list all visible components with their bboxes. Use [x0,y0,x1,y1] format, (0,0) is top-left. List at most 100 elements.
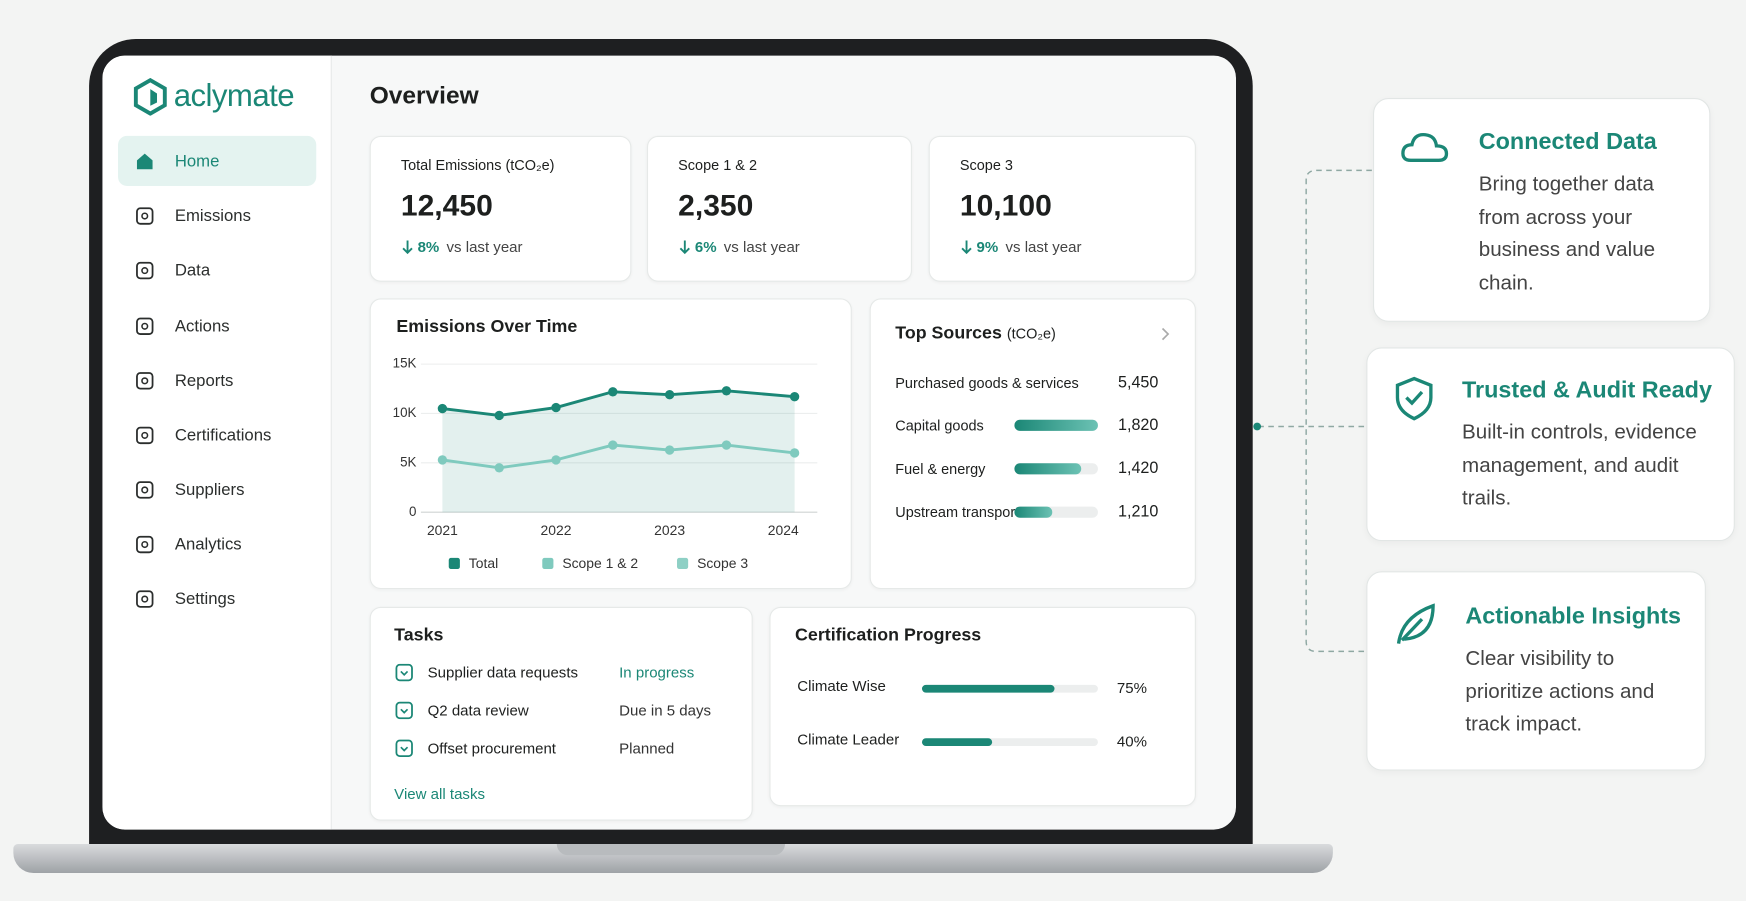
source-name: Upstream transport [895,503,1020,521]
down-arrow [679,240,690,255]
tasks-title: Tasks [394,625,444,645]
feature-text: Built-in controls, evidence management, … [1462,419,1697,509]
nav-item[interactable]: Settings [174,589,236,609]
task-status: In progress [619,664,695,681]
point [437,403,448,414]
point [789,392,800,402]
page-title: Overview [369,81,479,110]
feature-title: Connected Data [1478,129,1657,155]
x-tick-label: 2022 [541,522,572,538]
source-value: 5,450 [1117,374,1159,392]
certification-card [769,606,1196,807]
nav-icon [136,207,154,225]
kpi-card [928,135,1196,282]
top-sources-title: Top Sources (tCO₂e) [895,324,1056,344]
feature-text: Clear visibility to prioritize actions a… [1465,645,1655,735]
task-name: Q2 data review [427,702,529,719]
point [494,410,504,421]
point [608,387,618,397]
bar-fill [1014,419,1098,431]
feature-icon [1401,132,1449,163]
point [789,448,800,458]
legend-label: Scope 1 & 2 [562,555,638,571]
point [551,455,561,465]
x-tick-label: 2023 [654,522,685,538]
brand-name: aclymate [173,77,295,113]
nav-icon [136,153,153,170]
source-name: Capital goods [895,417,984,434]
nav-icon [136,372,154,390]
point [664,390,675,400]
kpi-card [646,135,912,282]
kpi-change-text: vs last year [446,238,523,256]
nav-icon [136,261,154,280]
bar-track [1014,506,1098,518]
point [721,386,732,396]
legend-swatch [542,557,554,570]
point [494,463,504,473]
feature-title: Trusted & Audit Ready [1462,377,1712,404]
top-sources-card [869,298,1196,590]
tasks-card [369,606,753,821]
down-arrow [961,240,972,255]
kpi-value: 2,350 [678,188,754,223]
feature-icon [1395,376,1433,421]
nav-item[interactable]: Data [174,261,211,281]
source-name: Fuel & energy [895,460,986,478]
nav-icon [136,481,154,499]
y-tick-label: 5K [400,454,416,469]
kpi-value: 12,450 [400,188,493,223]
cert-value: 40% [1116,733,1147,750]
unit: (tCO₂e) [1006,325,1056,342]
feature-text: Bring together data from across your bus… [1478,171,1656,294]
kpi-change: 9% [976,238,999,256]
legend-swatch [448,557,460,570]
area [442,390,795,513]
x-tick-label: 2021 [427,522,458,538]
point [664,445,675,455]
down-arrow [402,240,413,255]
nav-item[interactable]: Home [174,151,220,171]
kpi-label: Total Emissions (tCO₂e) [400,156,555,174]
legend-label: Total [469,555,498,571]
task-checkbox [395,739,413,757]
view-all-link[interactable]: View all tasks [394,785,485,803]
cert-fill [921,684,1054,693]
kpi-change-text: vs last year [1005,238,1082,256]
feature-icon [1396,603,1435,644]
task-checkbox [395,663,413,682]
chart-title: Emissions Over Time [396,317,578,337]
kpi-label: Scope 1 & 2 [678,156,758,174]
feature-card [1366,347,1735,542]
kpi-label: Scope 3 [959,156,1013,174]
certification-title: Certification Progress [795,625,982,645]
kpi-change: 8% [417,238,440,256]
kpi-value: 10,100 [959,188,1052,223]
feature-card [1366,571,1706,771]
nav-item[interactable]: Emissions [174,206,251,226]
nav-item[interactable]: Actions [174,316,230,336]
task-name: Supplier data requests [427,664,579,681]
task-checkbox [395,701,413,720]
nav-item[interactable]: Reports [174,371,234,391]
nav-item[interactable]: Certifications [174,425,272,445]
source-value: 1,820 [1117,416,1159,435]
title: Top Sources [895,324,1002,343]
cert-value: 75% [1116,679,1147,697]
kpi-change: 6% [694,238,717,256]
point [721,440,732,450]
chevron[interactable] [1160,326,1171,342]
y-tick-label: 10K [393,405,417,420]
nav-icon [136,317,154,335]
nav-item[interactable]: Analytics [174,535,242,554]
kpi-card [369,135,632,282]
y-tick-label: 15K [393,356,417,371]
point [551,402,561,413]
nav-item[interactable]: Suppliers [174,480,245,500]
brand-logo [133,77,167,116]
point [437,455,448,465]
task-name: Offset procurement [427,739,556,757]
source-name: Purchased goods & services [895,374,1079,392]
